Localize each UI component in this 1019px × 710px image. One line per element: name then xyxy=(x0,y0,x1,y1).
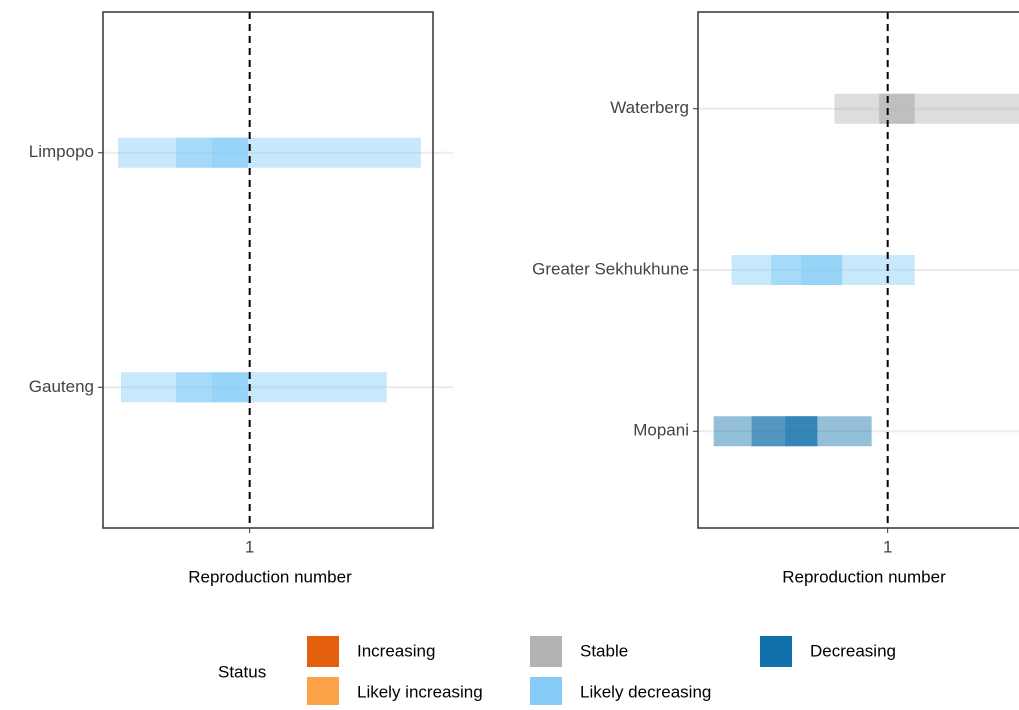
plot-border xyxy=(102,11,434,529)
legend-title: Status xyxy=(218,662,266,681)
interval-bar xyxy=(211,137,248,168)
y-tick-label: Greater Sekhukhune xyxy=(532,259,689,278)
legend-swatch xyxy=(530,636,562,667)
legend-label: Decreasing xyxy=(810,641,896,660)
legend-label: Likely increasing xyxy=(357,682,483,701)
interval-bar xyxy=(120,372,387,403)
plot-border xyxy=(697,11,1019,529)
x-tick-label: 1 xyxy=(883,537,892,556)
interval-bar xyxy=(879,93,915,124)
interval-bar xyxy=(175,137,248,168)
x-axis-title: Reproduction number xyxy=(782,567,946,586)
legend-swatch xyxy=(307,677,339,708)
interval-bar xyxy=(834,93,1019,124)
interval-bar xyxy=(879,93,915,124)
x-axis-title: Reproduction number xyxy=(188,567,352,586)
legend-swatch xyxy=(760,636,792,667)
legend-swatch xyxy=(530,677,562,708)
interval-bar xyxy=(211,372,248,403)
interval-bar xyxy=(771,255,843,285)
interval-bar xyxy=(801,255,843,285)
y-tick-label: Gauteng xyxy=(29,377,94,396)
interval-bar xyxy=(785,416,818,447)
legend-label: Stable xyxy=(580,641,628,660)
y-tick-label: Limpopo xyxy=(29,142,94,161)
interval-bar xyxy=(751,416,818,447)
legend-label: Increasing xyxy=(357,641,435,660)
x-tick-label: 1 xyxy=(245,537,254,556)
legend-swatch xyxy=(307,636,339,667)
interval-bar xyxy=(175,372,248,403)
y-tick-label: Mopani xyxy=(633,421,689,440)
y-tick-label: Waterberg xyxy=(610,98,689,117)
legend-label: Likely decreasing xyxy=(580,682,711,701)
interval-bar xyxy=(118,137,421,168)
